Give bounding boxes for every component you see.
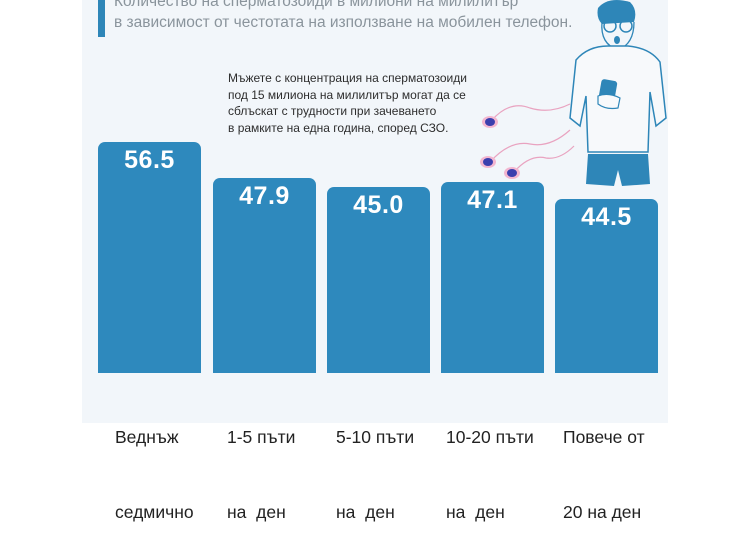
sperm-icon bbox=[480, 103, 575, 179]
category-label: Веднъж седмично bbox=[115, 375, 194, 550]
surprised-man-with-phone-icon bbox=[569, 0, 667, 186]
category-line: 20 на ден bbox=[563, 502, 642, 522]
bar-1-5-per-day: 47.9 bbox=[213, 178, 316, 373]
category-line: 1-5 пъти bbox=[227, 427, 296, 447]
category-line: на ден bbox=[446, 502, 505, 522]
category-line: 10-20 пъти bbox=[446, 427, 534, 447]
bar-10-20-per-day: 47.1 bbox=[441, 182, 544, 373]
bar-5-10-per-day: 45.0 bbox=[327, 187, 430, 373]
category-line: на ден bbox=[336, 502, 395, 522]
bar-value-label: 44.5 bbox=[581, 203, 632, 231]
bar-value-label: 47.1 bbox=[467, 186, 518, 214]
category-line: Повече от bbox=[563, 427, 645, 447]
note-line: сблъскат с трудности при зачеването bbox=[228, 104, 437, 118]
note-line: под 15 милиона на милилитър могат да се bbox=[228, 87, 466, 102]
category-label: Повече от 20 на ден bbox=[563, 375, 645, 550]
chart-title: Количество на сперматозоиди в милиони на… bbox=[114, 0, 572, 33]
title-line-1: Количество на сперматозоиди в милиони на… bbox=[114, 0, 519, 10]
category-line: Веднъж bbox=[115, 427, 179, 447]
category-label: 5-10 пъти на ден bbox=[336, 375, 414, 550]
title-line-2: в зависимост от честотата на използване … bbox=[114, 14, 573, 31]
who-note: Мъжете с концентрация на сперматозоиди п… bbox=[228, 70, 467, 136]
category-label: 1-5 пъти на ден bbox=[227, 375, 295, 550]
bar-value-label: 45.0 bbox=[353, 191, 404, 219]
title-accent-bar bbox=[98, 0, 105, 37]
category-line: седмично bbox=[115, 502, 194, 522]
category-line: 5-10 пъти bbox=[336, 427, 415, 447]
category-line: на ден bbox=[227, 502, 286, 522]
bar-value-label: 56.5 bbox=[124, 146, 175, 174]
note-line: в рамките на една година, според СЗО. bbox=[228, 120, 449, 135]
note-line: Мъжете с концентрация на сперматозоиди bbox=[228, 71, 467, 85]
category-label: 10-20 пъти на ден bbox=[446, 375, 534, 550]
bar-value-label: 47.9 bbox=[239, 182, 290, 210]
bar-over-20-per-day: 44.5 bbox=[555, 199, 658, 373]
bar-weekly: 56.5 bbox=[98, 142, 201, 373]
